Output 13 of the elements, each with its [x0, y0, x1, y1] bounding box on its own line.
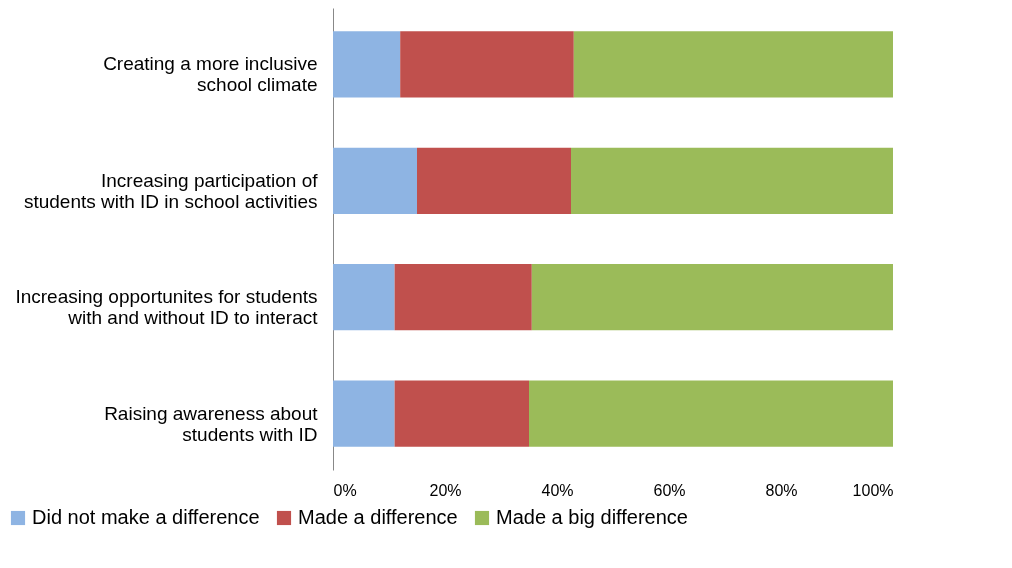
y-tick-label: Increasing opportunites for students with and without ID to interact	[15, 286, 319, 329]
y-tick-label: Increasing participation of students with ID in school activities	[23, 169, 319, 212]
legend-label: Made a difference	[298, 506, 458, 528]
x-tick-label: 80%	[765, 481, 798, 499]
x-tick-label: 0%	[333, 481, 357, 499]
legend-label: Made a big difference	[496, 506, 688, 528]
x-tick-label: 100%	[852, 481, 894, 499]
x-tick-label: 60%	[653, 481, 686, 499]
legend-label: Did not make a difference	[32, 506, 260, 528]
x-tick-label: 20%	[429, 481, 462, 499]
x-tick-label: 40%	[541, 481, 574, 499]
y-tick-label: Creating a more inclusive school climate	[103, 53, 318, 96]
y-tick-label: Raising awareness about students with ID	[104, 402, 319, 445]
